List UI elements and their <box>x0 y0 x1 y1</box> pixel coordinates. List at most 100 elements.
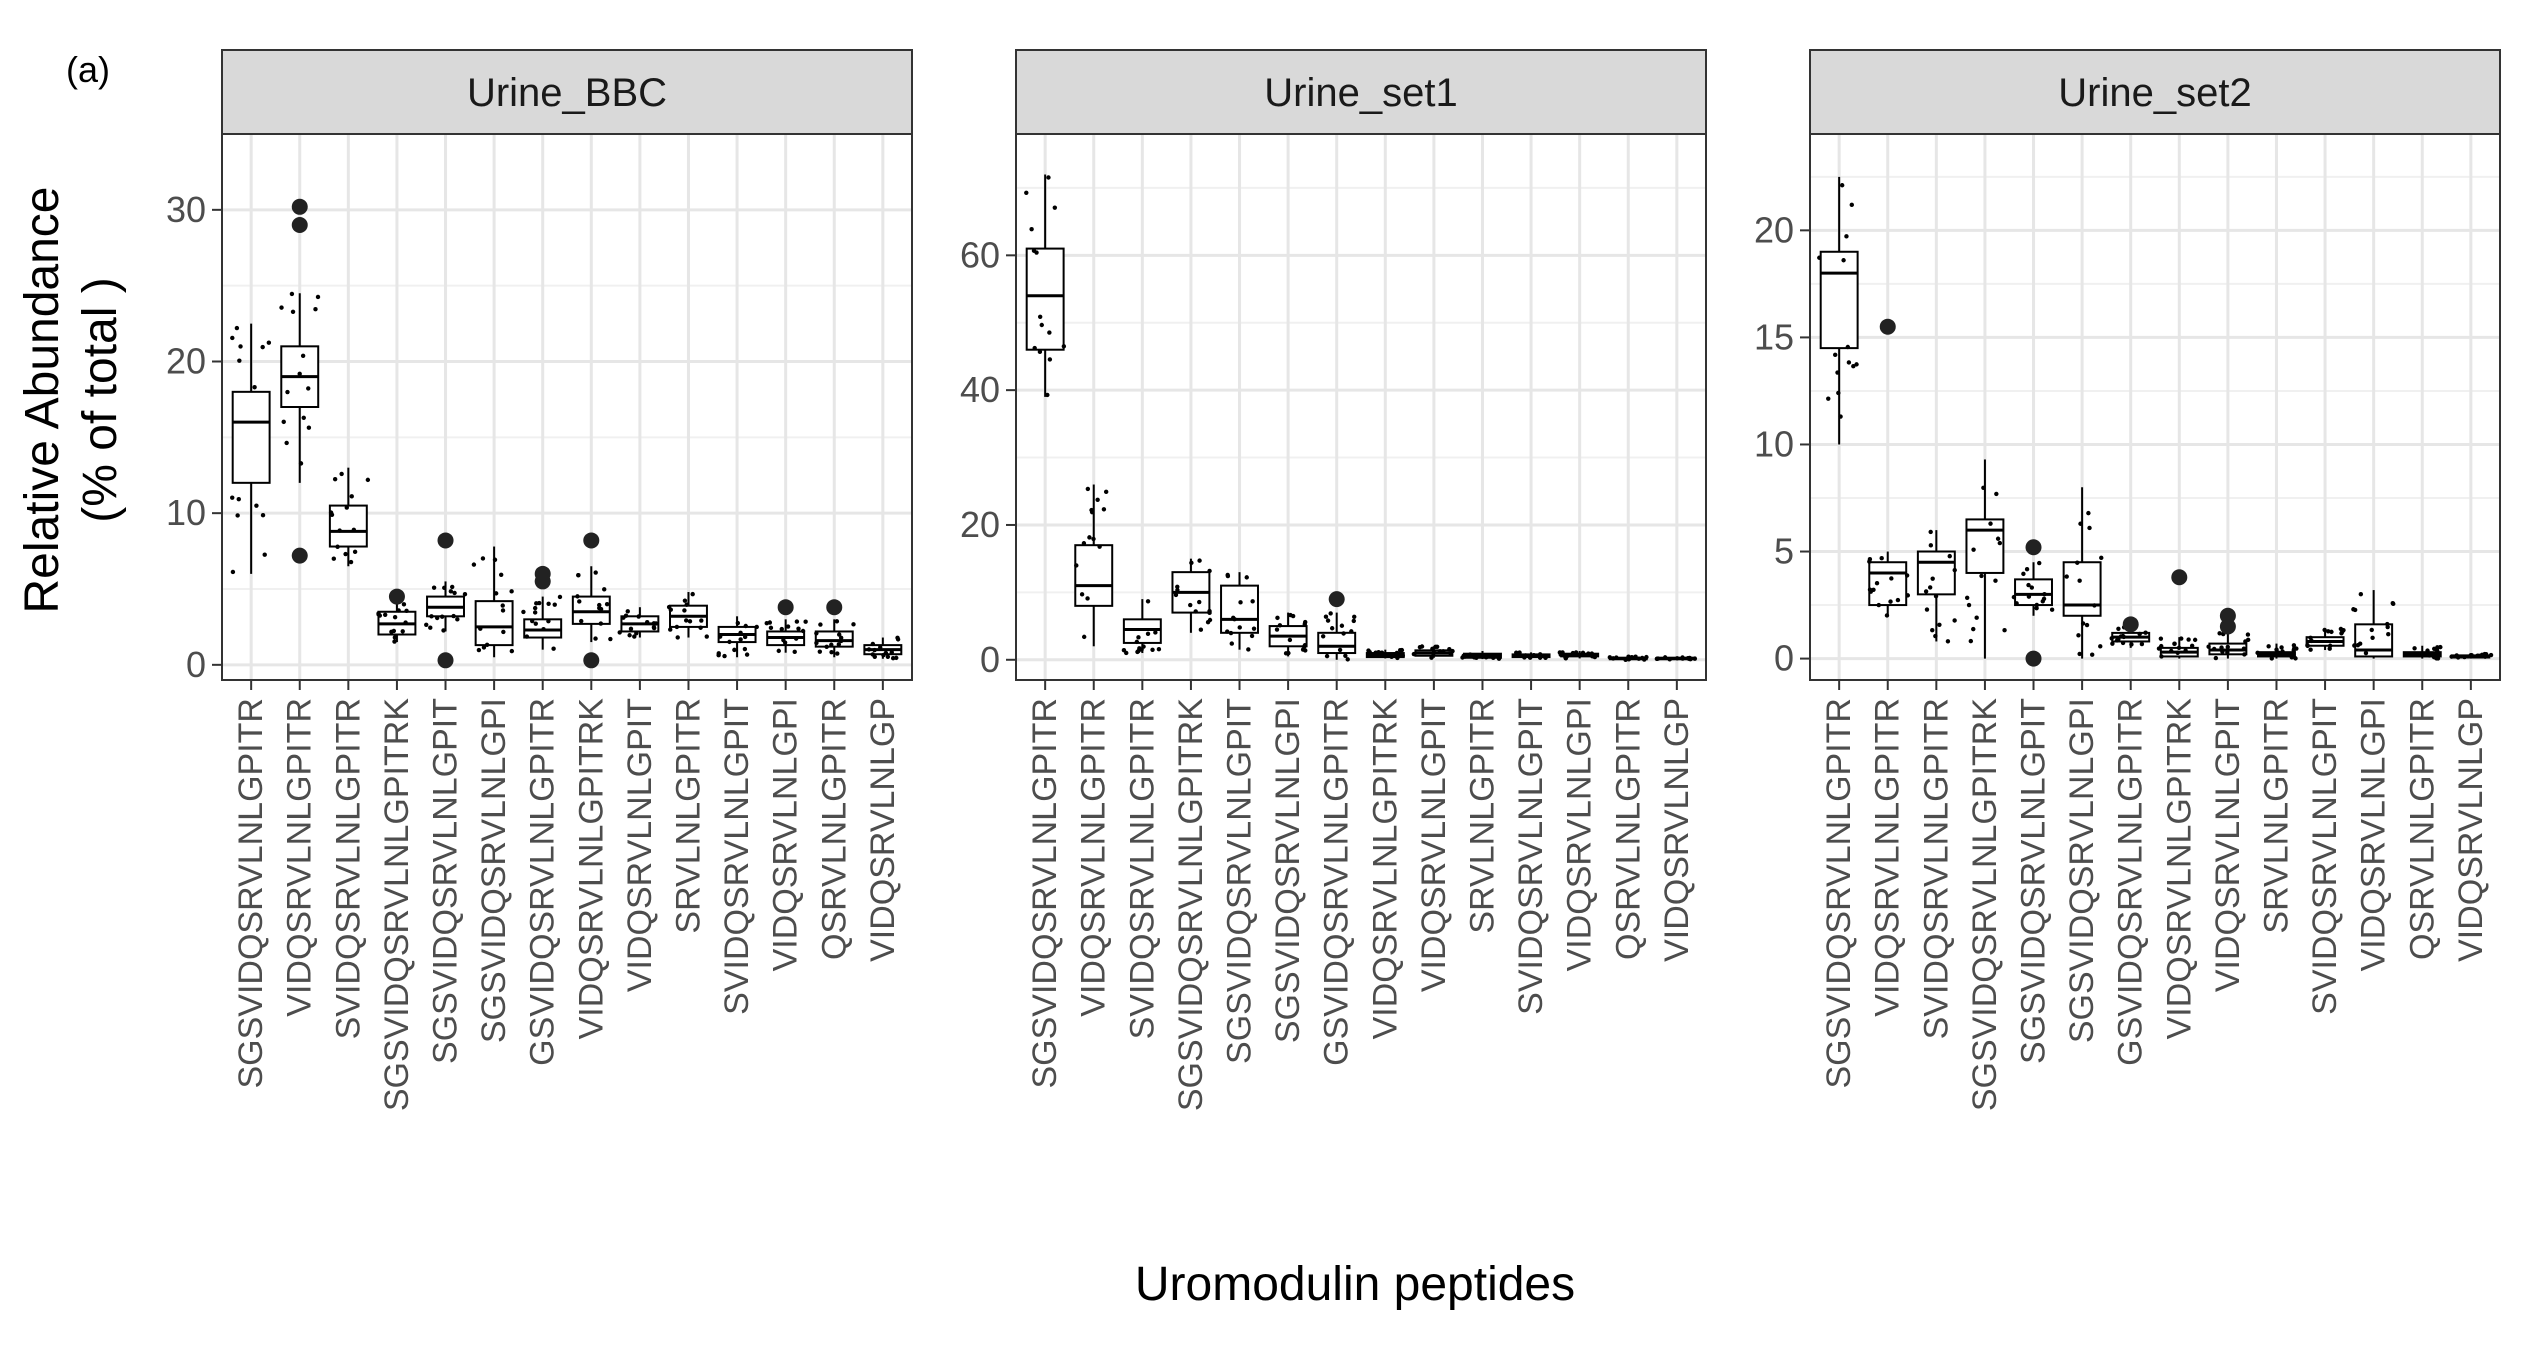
data-point <box>1952 567 1957 573</box>
data-point <box>870 641 876 647</box>
data-point <box>500 603 505 608</box>
data-point <box>2189 643 2195 648</box>
x-tick-label: VIDQSRVLNLGPITR <box>1075 698 1113 1017</box>
data-point <box>870 652 876 657</box>
data-point <box>838 635 844 641</box>
data-point <box>800 628 806 634</box>
data-point <box>1081 541 1087 546</box>
data-point <box>1514 651 1520 656</box>
data-point <box>1640 655 1645 661</box>
data-point <box>2291 643 2297 648</box>
data-point <box>1145 599 1151 604</box>
data-point <box>2084 622 2090 628</box>
data-point <box>2477 653 2482 658</box>
outlier-point <box>1328 591 1345 608</box>
data-point <box>1097 544 1102 549</box>
data-point <box>2488 652 2494 658</box>
data-point <box>1091 536 1096 542</box>
data-point <box>2291 648 2296 653</box>
data-point <box>235 513 240 518</box>
x-tick-label: VIDQSRVLNLGPITRK <box>1366 698 1404 1040</box>
data-point <box>2172 641 2177 646</box>
data-point <box>351 527 357 533</box>
box-8 <box>1365 647 1405 661</box>
data-point <box>1095 497 1100 502</box>
data-point <box>230 569 236 575</box>
y-tick-label: 10 <box>166 492 206 533</box>
data-point <box>492 557 498 562</box>
data-point <box>2049 607 2055 612</box>
data-point <box>2225 650 2230 655</box>
data-point <box>1275 615 1280 621</box>
data-point <box>1300 647 1306 652</box>
outlier-point <box>2025 539 2042 556</box>
data-point <box>575 594 580 599</box>
data-point <box>1175 584 1180 589</box>
data-point <box>1930 628 1935 633</box>
outlier-point <box>2171 569 2188 586</box>
data-point <box>1349 629 1354 634</box>
data-point <box>704 634 709 639</box>
data-point <box>300 353 306 358</box>
data-point <box>1924 607 1930 612</box>
data-point <box>493 591 499 596</box>
data-point <box>1884 613 1890 618</box>
outlier-point <box>2219 607 2236 624</box>
x-tick-label: VIDQSRVLNLGPI <box>2355 698 2393 971</box>
data-point <box>2322 627 2327 633</box>
data-point <box>866 647 872 652</box>
data-point <box>1573 650 1579 655</box>
y-tick-label: 5 <box>1774 531 1794 572</box>
box-12 <box>2351 590 2396 659</box>
outlier-point <box>437 652 454 669</box>
plot-area <box>222 134 912 680</box>
data-point <box>343 551 348 557</box>
data-point <box>1838 414 1843 419</box>
data-point <box>2206 644 2211 649</box>
data-point <box>699 618 704 623</box>
y-tick-label: 20 <box>166 341 206 382</box>
data-point <box>1323 614 1329 619</box>
data-point <box>817 649 823 654</box>
data-point <box>404 608 409 613</box>
data-point <box>1193 609 1198 614</box>
data-point <box>2121 634 2126 640</box>
data-point <box>2026 594 2032 599</box>
data-point <box>551 646 556 651</box>
data-point <box>608 636 613 642</box>
data-point <box>872 647 877 653</box>
data-point <box>392 614 398 620</box>
box-8 <box>2156 569 2199 659</box>
data-point <box>597 605 602 611</box>
data-point <box>2076 633 2081 638</box>
data-point <box>337 528 342 533</box>
data-point <box>1288 612 1293 618</box>
data-point <box>1141 644 1146 649</box>
data-point <box>2213 655 2219 661</box>
data-point <box>2325 629 2331 634</box>
data-point <box>1817 255 1822 260</box>
data-point <box>793 636 799 641</box>
data-point <box>2245 637 2251 643</box>
data-point <box>1937 622 1942 627</box>
x-tick-label: SGSVIDQSRVLNLGPI <box>475 698 513 1043</box>
data-point <box>838 638 844 644</box>
data-point <box>1930 576 1935 581</box>
data-point <box>230 495 235 500</box>
data-point <box>2279 645 2284 650</box>
panel-border <box>1809 133 2501 681</box>
data-point <box>2169 648 2174 654</box>
data-point <box>1343 653 1348 658</box>
data-point <box>1993 578 1998 583</box>
data-point <box>1947 553 1952 559</box>
outlier-point <box>2025 650 2042 667</box>
data-point <box>794 619 800 624</box>
data-point <box>836 642 842 647</box>
data-point <box>521 609 526 615</box>
data-point <box>396 608 401 613</box>
data-point <box>1328 611 1333 616</box>
data-point <box>1537 655 1543 660</box>
data-point <box>2159 654 2164 659</box>
data-point <box>625 609 630 614</box>
data-point <box>698 625 703 630</box>
